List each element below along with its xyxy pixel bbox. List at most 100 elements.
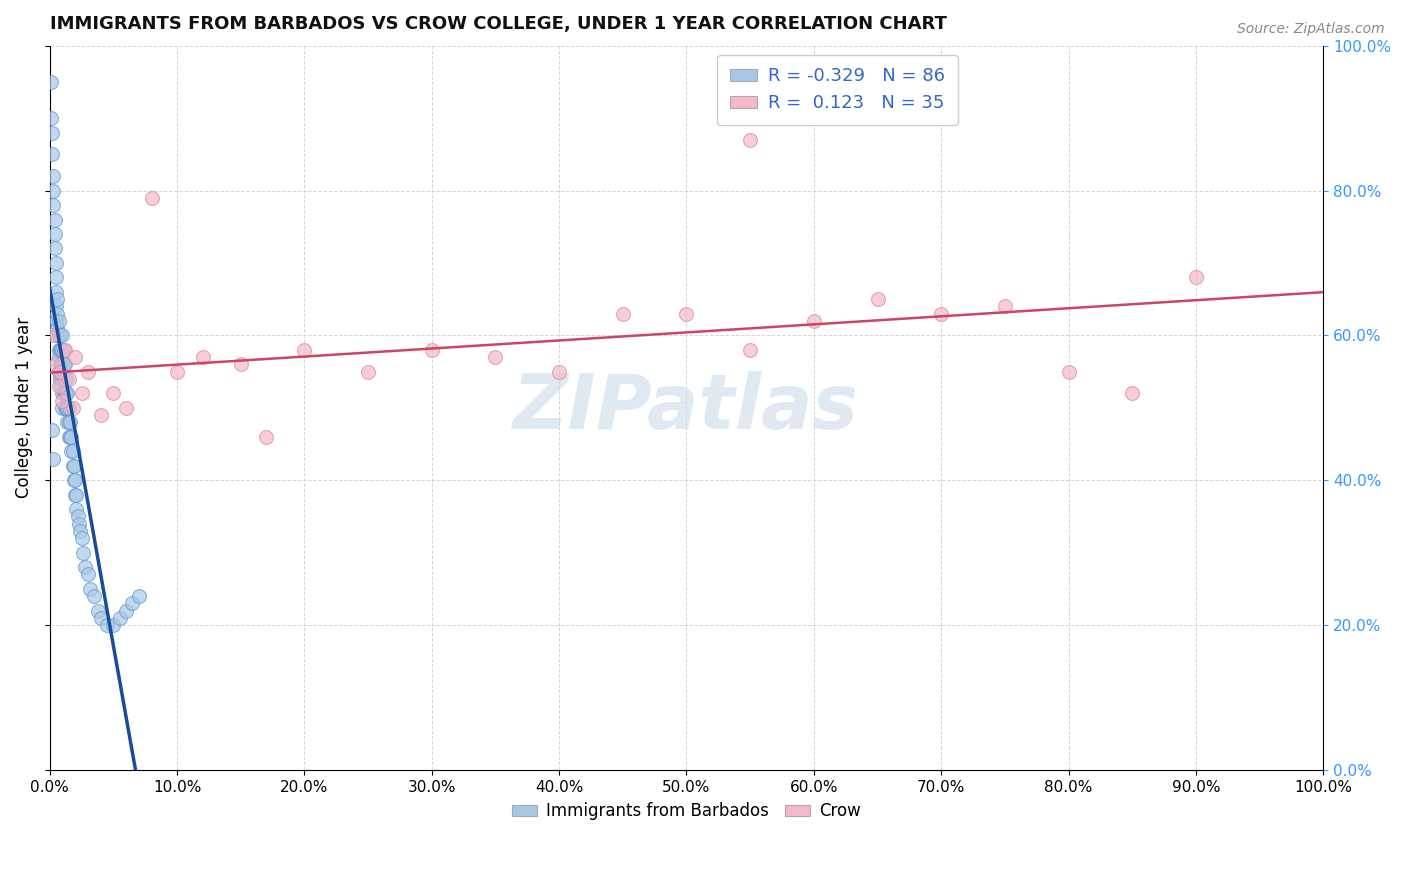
Text: ZIPatlas: ZIPatlas — [513, 371, 859, 445]
Point — [51, 393, 73, 408]
Point — [46, 328, 69, 343]
Point — [55, 372, 77, 386]
Point — [48, 343, 70, 357]
Text: IMMIGRANTS FROM BARBADOS VS CROW COLLEGE, UNDER 1 YEAR CORRELATION CHART: IMMIGRANTS FROM BARBADOS VS CROW COLLEGE… — [49, 15, 946, 33]
Point — [229, 357, 252, 371]
Point — [42, 328, 65, 343]
Point — [87, 604, 110, 618]
Point — [52, 343, 75, 357]
Point — [63, 350, 86, 364]
Point — [55, 386, 77, 401]
Point — [63, 473, 86, 487]
Point — [39, 111, 62, 125]
Point — [115, 401, 138, 415]
Point — [51, 357, 73, 371]
Point — [83, 589, 105, 603]
Point — [72, 546, 94, 560]
Point — [65, 488, 87, 502]
Point — [62, 458, 84, 473]
Point — [52, 372, 75, 386]
Point — [103, 618, 125, 632]
Point — [49, 357, 72, 371]
Point — [48, 365, 70, 379]
Point — [51, 328, 73, 343]
Point — [53, 372, 76, 386]
Point — [42, 184, 65, 198]
Point — [62, 444, 84, 458]
Point — [56, 401, 79, 415]
Point — [56, 386, 79, 401]
Point — [53, 386, 76, 401]
Point — [254, 430, 277, 444]
Point — [45, 285, 67, 299]
Point — [45, 357, 67, 371]
Point — [42, 198, 65, 212]
Point — [75, 560, 97, 574]
Point — [60, 444, 83, 458]
Text: Source: ZipAtlas.com: Source: ZipAtlas.com — [1237, 22, 1385, 37]
Point — [548, 365, 571, 379]
Point — [484, 350, 506, 364]
Point — [65, 502, 87, 516]
Point — [90, 611, 112, 625]
Point — [612, 307, 634, 321]
Point — [121, 596, 143, 610]
Point — [46, 292, 69, 306]
Point — [866, 292, 889, 306]
Point — [58, 401, 80, 415]
Point — [45, 300, 67, 314]
Point — [63, 473, 86, 487]
Point — [63, 488, 86, 502]
Point — [41, 147, 63, 161]
Point — [52, 386, 75, 401]
Point — [49, 357, 72, 371]
Point — [58, 415, 80, 429]
Point — [90, 408, 112, 422]
Point — [45, 314, 67, 328]
Point — [70, 386, 93, 401]
Point — [46, 321, 69, 335]
Point — [929, 307, 952, 321]
Point — [51, 401, 73, 415]
Point — [44, 212, 66, 227]
Point — [56, 415, 79, 429]
Point — [128, 589, 150, 603]
Point — [41, 423, 63, 437]
Point — [103, 386, 125, 401]
Y-axis label: College, Under 1 year: College, Under 1 year — [15, 318, 32, 499]
Point — [803, 314, 825, 328]
Point — [58, 372, 80, 386]
Point — [166, 365, 188, 379]
Point — [51, 386, 73, 401]
Point — [49, 379, 72, 393]
Point — [141, 191, 163, 205]
Point — [60, 430, 83, 444]
Point — [48, 350, 70, 364]
Point — [69, 524, 91, 538]
Point — [994, 300, 1017, 314]
Point — [96, 618, 118, 632]
Point — [48, 328, 70, 343]
Point — [1121, 386, 1143, 401]
Legend: Immigrants from Barbados, Crow: Immigrants from Barbados, Crow — [506, 796, 868, 827]
Point — [48, 379, 70, 393]
Point — [49, 343, 72, 357]
Point — [108, 611, 131, 625]
Point — [66, 509, 89, 524]
Point — [45, 256, 67, 270]
Point — [49, 328, 72, 343]
Point — [44, 242, 66, 256]
Point — [62, 401, 84, 415]
Point — [115, 604, 138, 618]
Point — [740, 133, 762, 147]
Point — [51, 372, 73, 386]
Point — [77, 365, 100, 379]
Point — [45, 270, 67, 285]
Point — [55, 401, 77, 415]
Point — [292, 343, 315, 357]
Point — [77, 567, 100, 582]
Point — [53, 357, 76, 371]
Point — [46, 307, 69, 321]
Point — [49, 365, 72, 379]
Point — [63, 458, 86, 473]
